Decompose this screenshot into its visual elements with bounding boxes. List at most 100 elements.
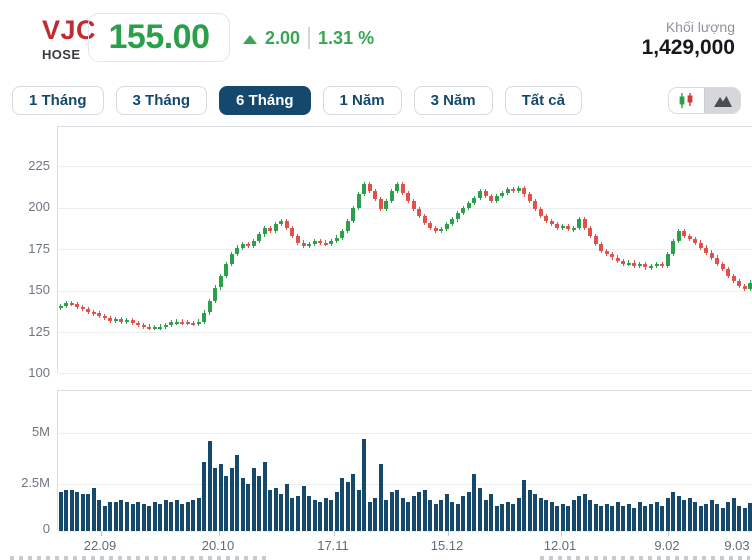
candle (141, 324, 146, 327)
volume-bar (637, 501, 642, 531)
date-label: 22.09 (83, 538, 117, 553)
volume-bar (649, 503, 653, 531)
tab-3-months[interactable]: 3 Tháng (115, 86, 208, 115)
gridline (58, 249, 752, 250)
volume-bar (373, 497, 378, 531)
candle (621, 260, 626, 265)
candle (676, 231, 681, 241)
candle (671, 240, 675, 255)
volume-bar (213, 468, 218, 531)
candle (102, 315, 107, 319)
volume-bar (158, 503, 162, 531)
volume-bar (340, 478, 345, 531)
candle (163, 324, 168, 327)
tab-1-month[interactable]: 1 Tháng (12, 86, 104, 115)
volume-bar (273, 487, 278, 531)
tab-1-year[interactable]: 1 Năm (322, 86, 402, 115)
volume-bar (284, 484, 289, 531)
volume-bar (660, 505, 664, 531)
candle (555, 224, 560, 228)
candle (417, 209, 422, 216)
last-price-box: 155.00 (88, 13, 230, 62)
area-view-button[interactable] (704, 88, 740, 113)
volume-bar (444, 493, 449, 531)
candle (422, 216, 427, 223)
candle (472, 197, 477, 203)
price-axis-label: 200 (28, 199, 50, 214)
candle (748, 282, 752, 290)
candle (273, 224, 278, 231)
candle (731, 275, 736, 281)
volume-bar (593, 503, 598, 531)
candle (461, 207, 466, 213)
volume-bar (246, 484, 251, 531)
tab-6-months[interactable]: 6 Tháng (219, 86, 311, 115)
candle (582, 219, 587, 228)
volume-bar (108, 501, 113, 531)
volume-bar (422, 489, 427, 531)
volume-bar (720, 507, 725, 531)
candle (604, 250, 609, 255)
candle (268, 227, 273, 231)
volume-bar (235, 454, 240, 531)
candle (290, 227, 295, 236)
volume-bar (698, 505, 703, 531)
volume-bar (450, 501, 455, 531)
volume-chart-area[interactable] (57, 390, 752, 536)
volume-bar (169, 501, 174, 531)
volume-bar (229, 468, 234, 531)
candle (218, 275, 223, 288)
tab-3-years[interactable]: 3 Năm (413, 86, 493, 115)
candle (395, 184, 400, 192)
candle (340, 231, 345, 238)
volume-bar (428, 499, 433, 531)
tab-all[interactable]: Tất cả (504, 86, 582, 115)
candle (516, 187, 521, 191)
candlestick-view-button[interactable] (669, 88, 704, 113)
candle (483, 191, 488, 196)
volume-bar (599, 505, 604, 531)
candle (373, 191, 378, 200)
candle (240, 244, 245, 248)
volume-bar (185, 501, 190, 531)
candle (58, 305, 63, 308)
candle (80, 306, 85, 310)
volume-bar (555, 505, 560, 531)
candle (295, 235, 300, 243)
volume-bar (577, 495, 582, 531)
candle (246, 244, 251, 247)
volume-bar (58, 491, 63, 531)
candle (400, 184, 405, 193)
candle (533, 201, 538, 210)
price-chart-area[interactable] (57, 126, 752, 374)
volume-bar (312, 499, 317, 531)
period-tabs: 1 Tháng 3 Tháng 6 Tháng 1 Năm 3 Năm Tất … (12, 86, 582, 115)
volume-bar (152, 501, 157, 531)
volume-bar (86, 493, 91, 531)
volume-bar (262, 462, 267, 531)
candle (538, 209, 543, 216)
candle (665, 254, 670, 266)
candle (69, 303, 74, 306)
volume-bar (218, 464, 223, 531)
x-axis-tick (448, 531, 449, 536)
candles-layer (58, 127, 752, 373)
candle (654, 264, 659, 267)
candle (229, 254, 234, 265)
candlestick-icon (679, 93, 693, 108)
volume-bar (511, 503, 516, 531)
volume-bar (742, 507, 747, 531)
candle (152, 327, 157, 330)
volume-bar (395, 489, 400, 531)
volume-bar (527, 489, 532, 531)
candle (444, 224, 449, 230)
candle (478, 191, 482, 198)
candle (698, 242, 703, 248)
x-axis-tick (101, 531, 102, 536)
volume-bar (682, 499, 687, 531)
price-change-row: 2.00 1.31 % (243, 27, 374, 49)
date-label: 20.10 (201, 538, 235, 553)
volume-bar (621, 505, 626, 531)
volume-bar (130, 503, 135, 531)
volume-bar (307, 495, 311, 531)
